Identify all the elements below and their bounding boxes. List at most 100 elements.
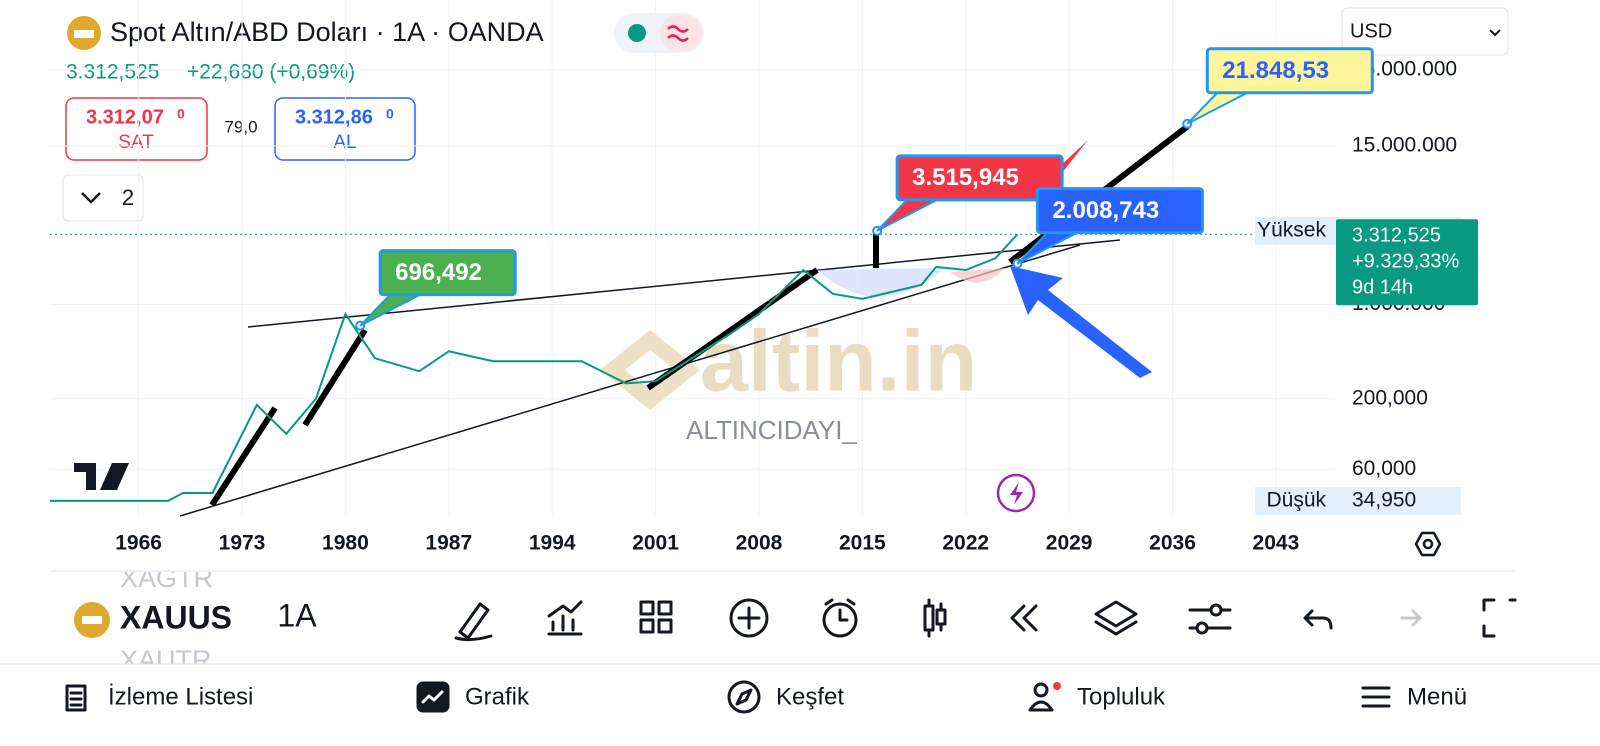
drawings <box>179 123 1190 517</box>
symbol-picker[interactable]: XAGTR XAUUS XAUTR <box>120 563 232 675</box>
symbol: XAUUS <box>120 599 232 635</box>
author: ALTINCIDAYI_ <box>686 415 858 445</box>
nav-item[interactable]: Keşfet <box>776 683 844 710</box>
x-tick-label: 1987 <box>425 532 472 555</box>
layers-icon[interactable] <box>1094 600 1138 636</box>
price-change: +22,680 (+0,69%) <box>187 61 355 84</box>
add-icon[interactable] <box>729 598 769 638</box>
low-name: Düşük <box>1266 489 1326 512</box>
alert-icon[interactable] <box>822 602 858 638</box>
currency: USD <box>1350 20 1392 42</box>
tv-logo <box>74 463 129 490</box>
price-line <box>50 233 1019 502</box>
x-tick-label: 1973 <box>219 532 266 555</box>
watchlist-icon[interactable] <box>65 684 87 712</box>
x-tick-label: 1966 <box>115 532 162 555</box>
nav-icons <box>65 680 1391 714</box>
undo-icon[interactable] <box>1303 609 1333 630</box>
settings-icon[interactable] <box>1188 608 1232 630</box>
trend-stroke <box>302 328 368 427</box>
nav-item[interactable]: Grafik <box>465 683 530 710</box>
sell-price: 3.312,07 <box>86 106 164 128</box>
handle-shape <box>950 268 1005 283</box>
last-badge <box>1336 219 1478 306</box>
low-value: 34,950 <box>1352 489 1416 512</box>
sell-price-tail: 0 <box>177 106 185 122</box>
x-tick-label: 2008 <box>736 532 783 555</box>
title: Spot Altın/ABD Doları · 1A · OANDA <box>110 17 544 47</box>
last-price: 3.312,525 <box>66 61 159 84</box>
x-tick-label: 2015 <box>839 532 886 555</box>
annotation-label: 3.515,945 <box>912 164 1019 191</box>
chart: 1966 1973 1980 1987 1994 2001 2008 2015 2022 2029… <box>50 0 1478 557</box>
indicators-icon[interactable] <box>547 600 583 636</box>
interval[interactable]: 1A <box>277 597 317 633</box>
trend-stroke <box>209 406 278 507</box>
nav-item[interactable]: Menü <box>1407 683 1467 710</box>
watermark: altin.in <box>700 314 977 410</box>
community-icon[interactable] <box>1033 682 1049 698</box>
last-value: 3.312,525 <box>1352 225 1441 247</box>
trendline <box>179 244 1081 517</box>
settings-dot <box>1422 538 1434 550</box>
toolbar-icons <box>454 598 1517 642</box>
x-tick-label: 1980 <box>322 532 369 555</box>
buy-price: 3.312,86 <box>295 106 373 128</box>
annotation-label: 2.008,743 <box>1052 197 1159 224</box>
annotation-box <box>378 249 517 297</box>
watermark-logo <box>600 330 700 410</box>
annotation-box <box>895 154 1064 202</box>
low-badge <box>1255 486 1461 515</box>
symbol-below: XAUTR <box>120 645 212 675</box>
y-tick-label: 60,000 <box>1352 457 1416 480</box>
annotation-pointer <box>1186 91 1248 125</box>
fullscreen-icon[interactable] <box>1482 598 1517 638</box>
currency-select[interactable] <box>1341 7 1509 56</box>
y-tick-label: 15.000.000 <box>1352 133 1457 156</box>
x-tick-label: 1994 <box>529 532 576 555</box>
countdown: 9d 14h <box>1352 277 1413 299</box>
x-tick-label: 2029 <box>1046 532 1093 555</box>
annotation-box <box>1205 47 1374 95</box>
chevron <box>81 192 101 204</box>
y-tick-label: 200,000 <box>1352 386 1428 409</box>
sell-button[interactable] <box>65 97 208 161</box>
delay-badge <box>660 15 702 51</box>
arrow <box>1010 266 1152 378</box>
annotation-box <box>1035 187 1204 235</box>
symbol-above: XAGTR <box>120 563 213 593</box>
x-tick-label: 2022 <box>942 532 989 555</box>
x-tick-label: 2043 <box>1253 532 1300 555</box>
indicator-toggle[interactable] <box>62 174 144 222</box>
trendline <box>247 239 1121 328</box>
menu-icon[interactable] <box>1361 686 1391 708</box>
buy-price-tail: 0 <box>386 106 394 122</box>
replay-icon[interactable] <box>1010 604 1038 632</box>
logo-bar <box>74 30 94 38</box>
templates-icon[interactable] <box>639 600 673 634</box>
annotation-label: 696,492 <box>395 259 482 286</box>
x-tick-label: 2036 <box>1149 532 1196 555</box>
delay-icon <box>667 25 689 42</box>
x-tick-label: 2001 <box>632 532 679 555</box>
spread: 79,0 <box>224 117 257 136</box>
nav-item[interactable]: İzleme Listesi <box>108 683 253 710</box>
market-open-dot <box>628 24 646 42</box>
annotation-pointer <box>876 198 938 232</box>
annotation-label: 21.848,53 <box>1222 57 1329 84</box>
select-arrow <box>1489 29 1501 37</box>
explore-icon[interactable] <box>727 680 761 714</box>
sell-label: SAT <box>118 132 154 153</box>
candles-icon[interactable] <box>923 598 947 638</box>
redo-icon[interactable] <box>1400 609 1422 627</box>
flash-bolt <box>1010 482 1023 505</box>
logo-bar <box>82 616 102 624</box>
y-tick-label: 55.000.000 <box>1352 57 1457 80</box>
nav-item[interactable]: Topluluk <box>1077 683 1166 710</box>
settings-hex <box>1414 531 1442 557</box>
draw-icon[interactable] <box>454 602 493 642</box>
indicator-count: 2 <box>122 185 134 210</box>
last-change: +9.329,33% <box>1352 251 1460 273</box>
chart-icon[interactable] <box>416 681 450 713</box>
